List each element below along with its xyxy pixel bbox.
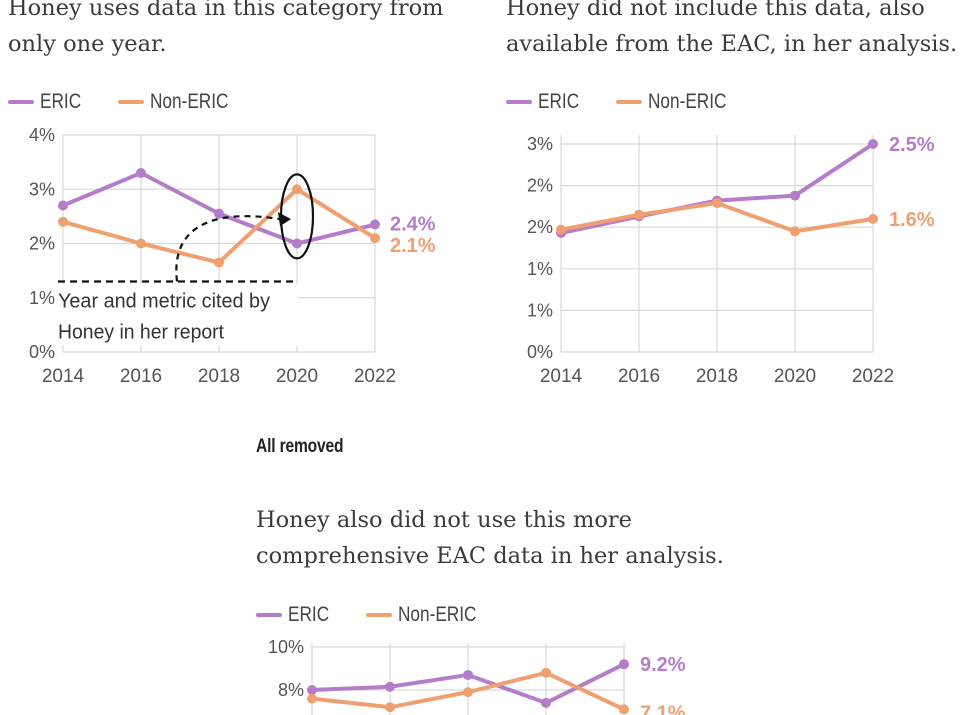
non_eric-data-point bbox=[292, 184, 302, 195]
x-tick-label: 2022 bbox=[354, 366, 396, 387]
chart2-caption: Honey did not include this data, also av… bbox=[506, 0, 957, 62]
eric-swatch-icon bbox=[256, 613, 282, 617]
chart3-caption: Honey also did not use this more compreh… bbox=[256, 502, 724, 574]
chart1-caption-line2: only one year. bbox=[8, 31, 167, 57]
legend-label-eric: ERIC bbox=[40, 90, 82, 113]
y-tick-label: 1% bbox=[29, 288, 55, 308]
eric-data-point bbox=[790, 190, 800, 201]
non_eric-data-point bbox=[370, 233, 380, 244]
non-eric-swatch-icon bbox=[616, 100, 643, 104]
non_eric-data-point bbox=[868, 213, 878, 224]
x-tick-label: 2016 bbox=[618, 366, 660, 387]
annotation-text-line2: Honey in her report bbox=[58, 321, 224, 343]
x-tick-label: 2018 bbox=[198, 366, 240, 387]
eric-end-label: 2.5% bbox=[889, 134, 935, 156]
x-tick-label: 2018 bbox=[696, 366, 738, 387]
chart1-caption: Honey uses data in this category from on… bbox=[8, 0, 444, 62]
y-tick-label: 1% bbox=[527, 259, 553, 279]
eric-end-label: 2.4% bbox=[390, 214, 436, 236]
annotation-backdrop bbox=[58, 283, 298, 346]
legend-label-eric: ERIC bbox=[538, 90, 580, 113]
eric-data-point bbox=[214, 208, 224, 219]
highlight-ellipse bbox=[279, 173, 315, 260]
non_eric-data-point bbox=[385, 702, 395, 713]
y-tick-label: 3% bbox=[527, 134, 553, 154]
non_eric-data-point bbox=[463, 687, 473, 698]
y-tick-label: 2% bbox=[527, 217, 553, 237]
non_eric-data-point bbox=[214, 257, 224, 268]
non_eric-data-point bbox=[712, 198, 722, 209]
eric-data-point bbox=[136, 167, 146, 178]
eric-data-point bbox=[868, 139, 878, 149]
legend-label-non-eric: Non-ERIC bbox=[150, 90, 229, 113]
chart1-caption-line1: Honey uses data in this category from bbox=[8, 0, 444, 21]
x-tick-label: 2022 bbox=[852, 366, 894, 387]
legend-item-eric: ERIC bbox=[506, 90, 588, 114]
chart3-caption-line2: comprehensive EAC data in her analysis. bbox=[256, 543, 724, 569]
chart2-caption-line2: available from the EAC, in her analysis. bbox=[506, 31, 958, 57]
eric-data-point bbox=[541, 697, 551, 708]
annotation-text-line1: Year and metric cited by bbox=[58, 290, 270, 312]
non_eric-data-point bbox=[58, 216, 68, 227]
y-tick-label: 0% bbox=[527, 342, 553, 362]
legend-item-non-eric: Non-ERIC bbox=[616, 90, 744, 114]
section-heading-all-removed: All removed bbox=[256, 436, 344, 457]
non-eric-swatch-icon bbox=[366, 613, 393, 617]
legend-label-eric: ERIC bbox=[288, 603, 330, 626]
non-eric-end-label: 7.1% bbox=[640, 702, 686, 715]
non_eric-data-point bbox=[136, 238, 146, 249]
non_eric-data-point bbox=[556, 224, 566, 235]
eric-end-label: 9.2% bbox=[640, 654, 686, 676]
eric-data-point bbox=[385, 681, 395, 692]
y-tick-label: 2% bbox=[29, 234, 55, 254]
non_eric-data-point bbox=[634, 209, 644, 220]
chart3-caption-line1: Honey also did not use this more bbox=[256, 507, 632, 533]
chart2-legend: ERIC Non-ERIC bbox=[506, 90, 772, 114]
legend-label-non-eric: Non-ERIC bbox=[398, 603, 477, 626]
chart1-line-chart: 0% 1% 2% 3% 4% 2014 2016 2018 2020 2022 2.4%2.1% Ye… bbox=[29, 125, 436, 387]
non-eric-end-label: 2.1% bbox=[390, 235, 436, 257]
y-tick-label: 2% bbox=[527, 176, 553, 196]
y-tick-label: 10% bbox=[268, 637, 304, 657]
non_eric-data-point bbox=[619, 704, 629, 715]
eric-data-point bbox=[370, 219, 380, 230]
y-tick-label: 3% bbox=[29, 179, 55, 199]
x-tick-label: 2016 bbox=[120, 366, 162, 387]
non-eric-end-label: 1.6% bbox=[889, 209, 935, 231]
annotation-arrow-curve bbox=[175, 215, 281, 282]
eric-data-point bbox=[292, 238, 302, 249]
y-tick-label: 4% bbox=[29, 125, 55, 145]
non-eric-swatch-icon bbox=[118, 100, 145, 104]
y-tick-label: 0% bbox=[29, 342, 55, 362]
eric-swatch-icon bbox=[506, 100, 532, 104]
chart3-line-chart: 8% 10% 9.2% 7.1% bbox=[268, 637, 686, 715]
chart3-legend: ERIC Non-ERIC bbox=[256, 603, 522, 627]
x-tick-label: 2020 bbox=[774, 366, 816, 387]
legend-item-eric: ERIC bbox=[256, 603, 338, 627]
chart2-line-chart: 0% 1% 1% 2% 2% 3% 2014 2016 2018 2020 2022 2.5% 1.6% bbox=[527, 134, 935, 387]
chart1-legend: ERIC Non-ERIC bbox=[8, 90, 274, 114]
chart2-caption-line1: Honey did not include this data, also bbox=[506, 0, 925, 21]
x-tick-label: 2014 bbox=[42, 366, 85, 387]
eric-data-point bbox=[619, 659, 629, 670]
eric-data-point bbox=[463, 669, 473, 680]
legend-item-non-eric: Non-ERIC bbox=[366, 603, 494, 627]
non_eric-data-point bbox=[790, 226, 800, 237]
x-tick-label: 2014 bbox=[540, 366, 583, 387]
eric-data-point bbox=[58, 200, 68, 211]
legend-label-non-eric: Non-ERIC bbox=[648, 90, 727, 113]
non_eric-data-point bbox=[541, 667, 551, 678]
eric-swatch-icon bbox=[8, 100, 34, 104]
legend-item-non-eric: Non-ERIC bbox=[118, 90, 246, 114]
y-tick-label: 8% bbox=[278, 680, 304, 700]
eric-data-point bbox=[307, 685, 317, 695]
legend-item-eric: ERIC bbox=[8, 90, 90, 114]
x-tick-label: 2020 bbox=[276, 366, 318, 387]
y-tick-label: 1% bbox=[527, 300, 553, 320]
